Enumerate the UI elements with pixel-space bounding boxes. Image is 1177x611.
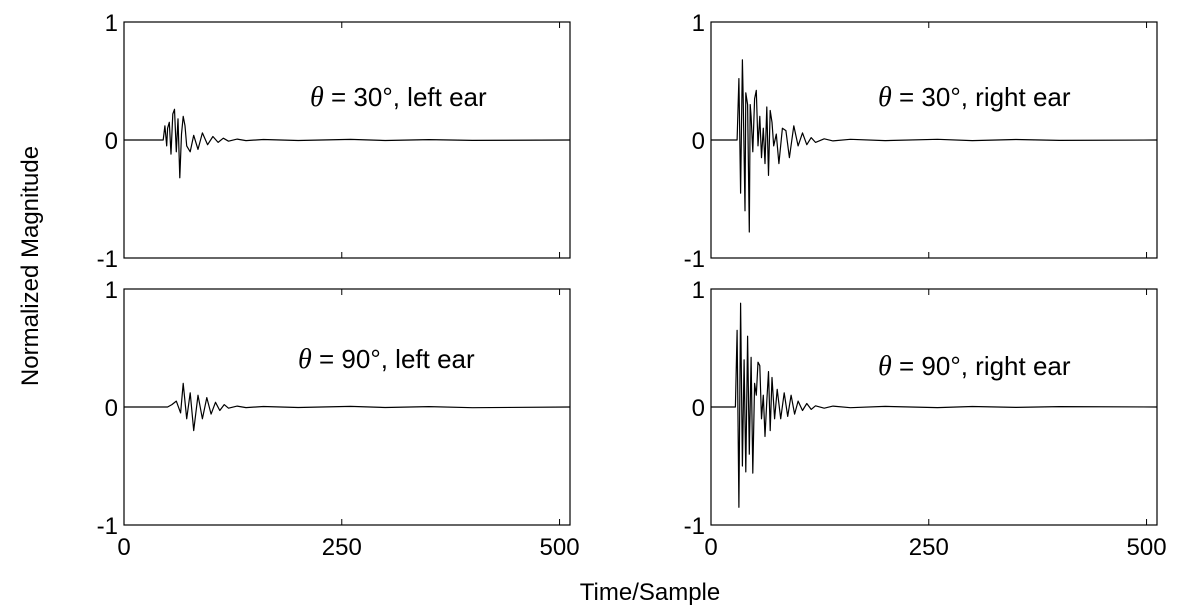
series-line: [711, 302, 1158, 508]
y-tick-label: 0: [105, 128, 118, 155]
annotation-text: = 30°, right ear: [892, 82, 1071, 112]
theta-symbol: θ: [298, 344, 312, 375]
theta-symbol: θ: [310, 82, 324, 113]
y-tick-label: 1: [692, 10, 705, 37]
panel-annotation: θ = 30°, left ear: [310, 82, 487, 113]
panel-30-left-ear: θ = 30°, left ear 1 0 -1: [97, 10, 571, 273]
x-tick-label: 500: [1127, 534, 1167, 561]
series-line: [711, 59, 1158, 233]
panel-90-right-ear: θ = 90°, right ear 10-10 250 500: [684, 277, 1167, 561]
panel-annotation: θ = 90°, right ear: [878, 351, 1071, 382]
panel-annotation: θ = 30°, right ear: [878, 82, 1071, 113]
y-tick-label: 1: [105, 277, 118, 304]
panel-annotation: θ = 90°, left ear: [298, 344, 475, 375]
y-tick-label: 1: [105, 10, 118, 37]
panel-90-left-ear: θ = 90°, left ear 10-10 250 500: [97, 277, 580, 561]
y-tick-label: 0: [105, 395, 118, 422]
y-tick-label: -1: [684, 513, 705, 540]
theta-symbol: θ: [878, 351, 892, 382]
y-tick-label: 0: [692, 128, 705, 155]
x-tick-label: 250: [322, 534, 362, 561]
x-tick-label: 250: [909, 534, 949, 561]
annotation-text: = 90°, right ear: [892, 351, 1071, 381]
x-tick-label: 0: [117, 534, 130, 561]
y-tick-label: -1: [684, 246, 705, 273]
y-tick-label: 0: [692, 395, 705, 422]
panel-30-right-ear: θ = 30°, right ear 1 0 -1: [684, 10, 1158, 273]
annotation-text: = 90°, left ear: [312, 344, 475, 374]
theta-symbol: θ: [878, 82, 892, 113]
annotation-text: = 30°, left ear: [324, 82, 487, 112]
x-tick-label: 500: [540, 534, 580, 561]
x-axis-label: Time/Sample: [580, 579, 720, 606]
series-line: [124, 382, 571, 432]
y-tick-label: 1: [692, 277, 705, 304]
x-tick-label: 0: [704, 534, 717, 561]
y-tick-label: -1: [97, 513, 118, 540]
series-line: [124, 108, 571, 179]
y-tick-label: -1: [97, 246, 118, 273]
y-axis-label: Normalized Magnitude: [17, 146, 44, 386]
